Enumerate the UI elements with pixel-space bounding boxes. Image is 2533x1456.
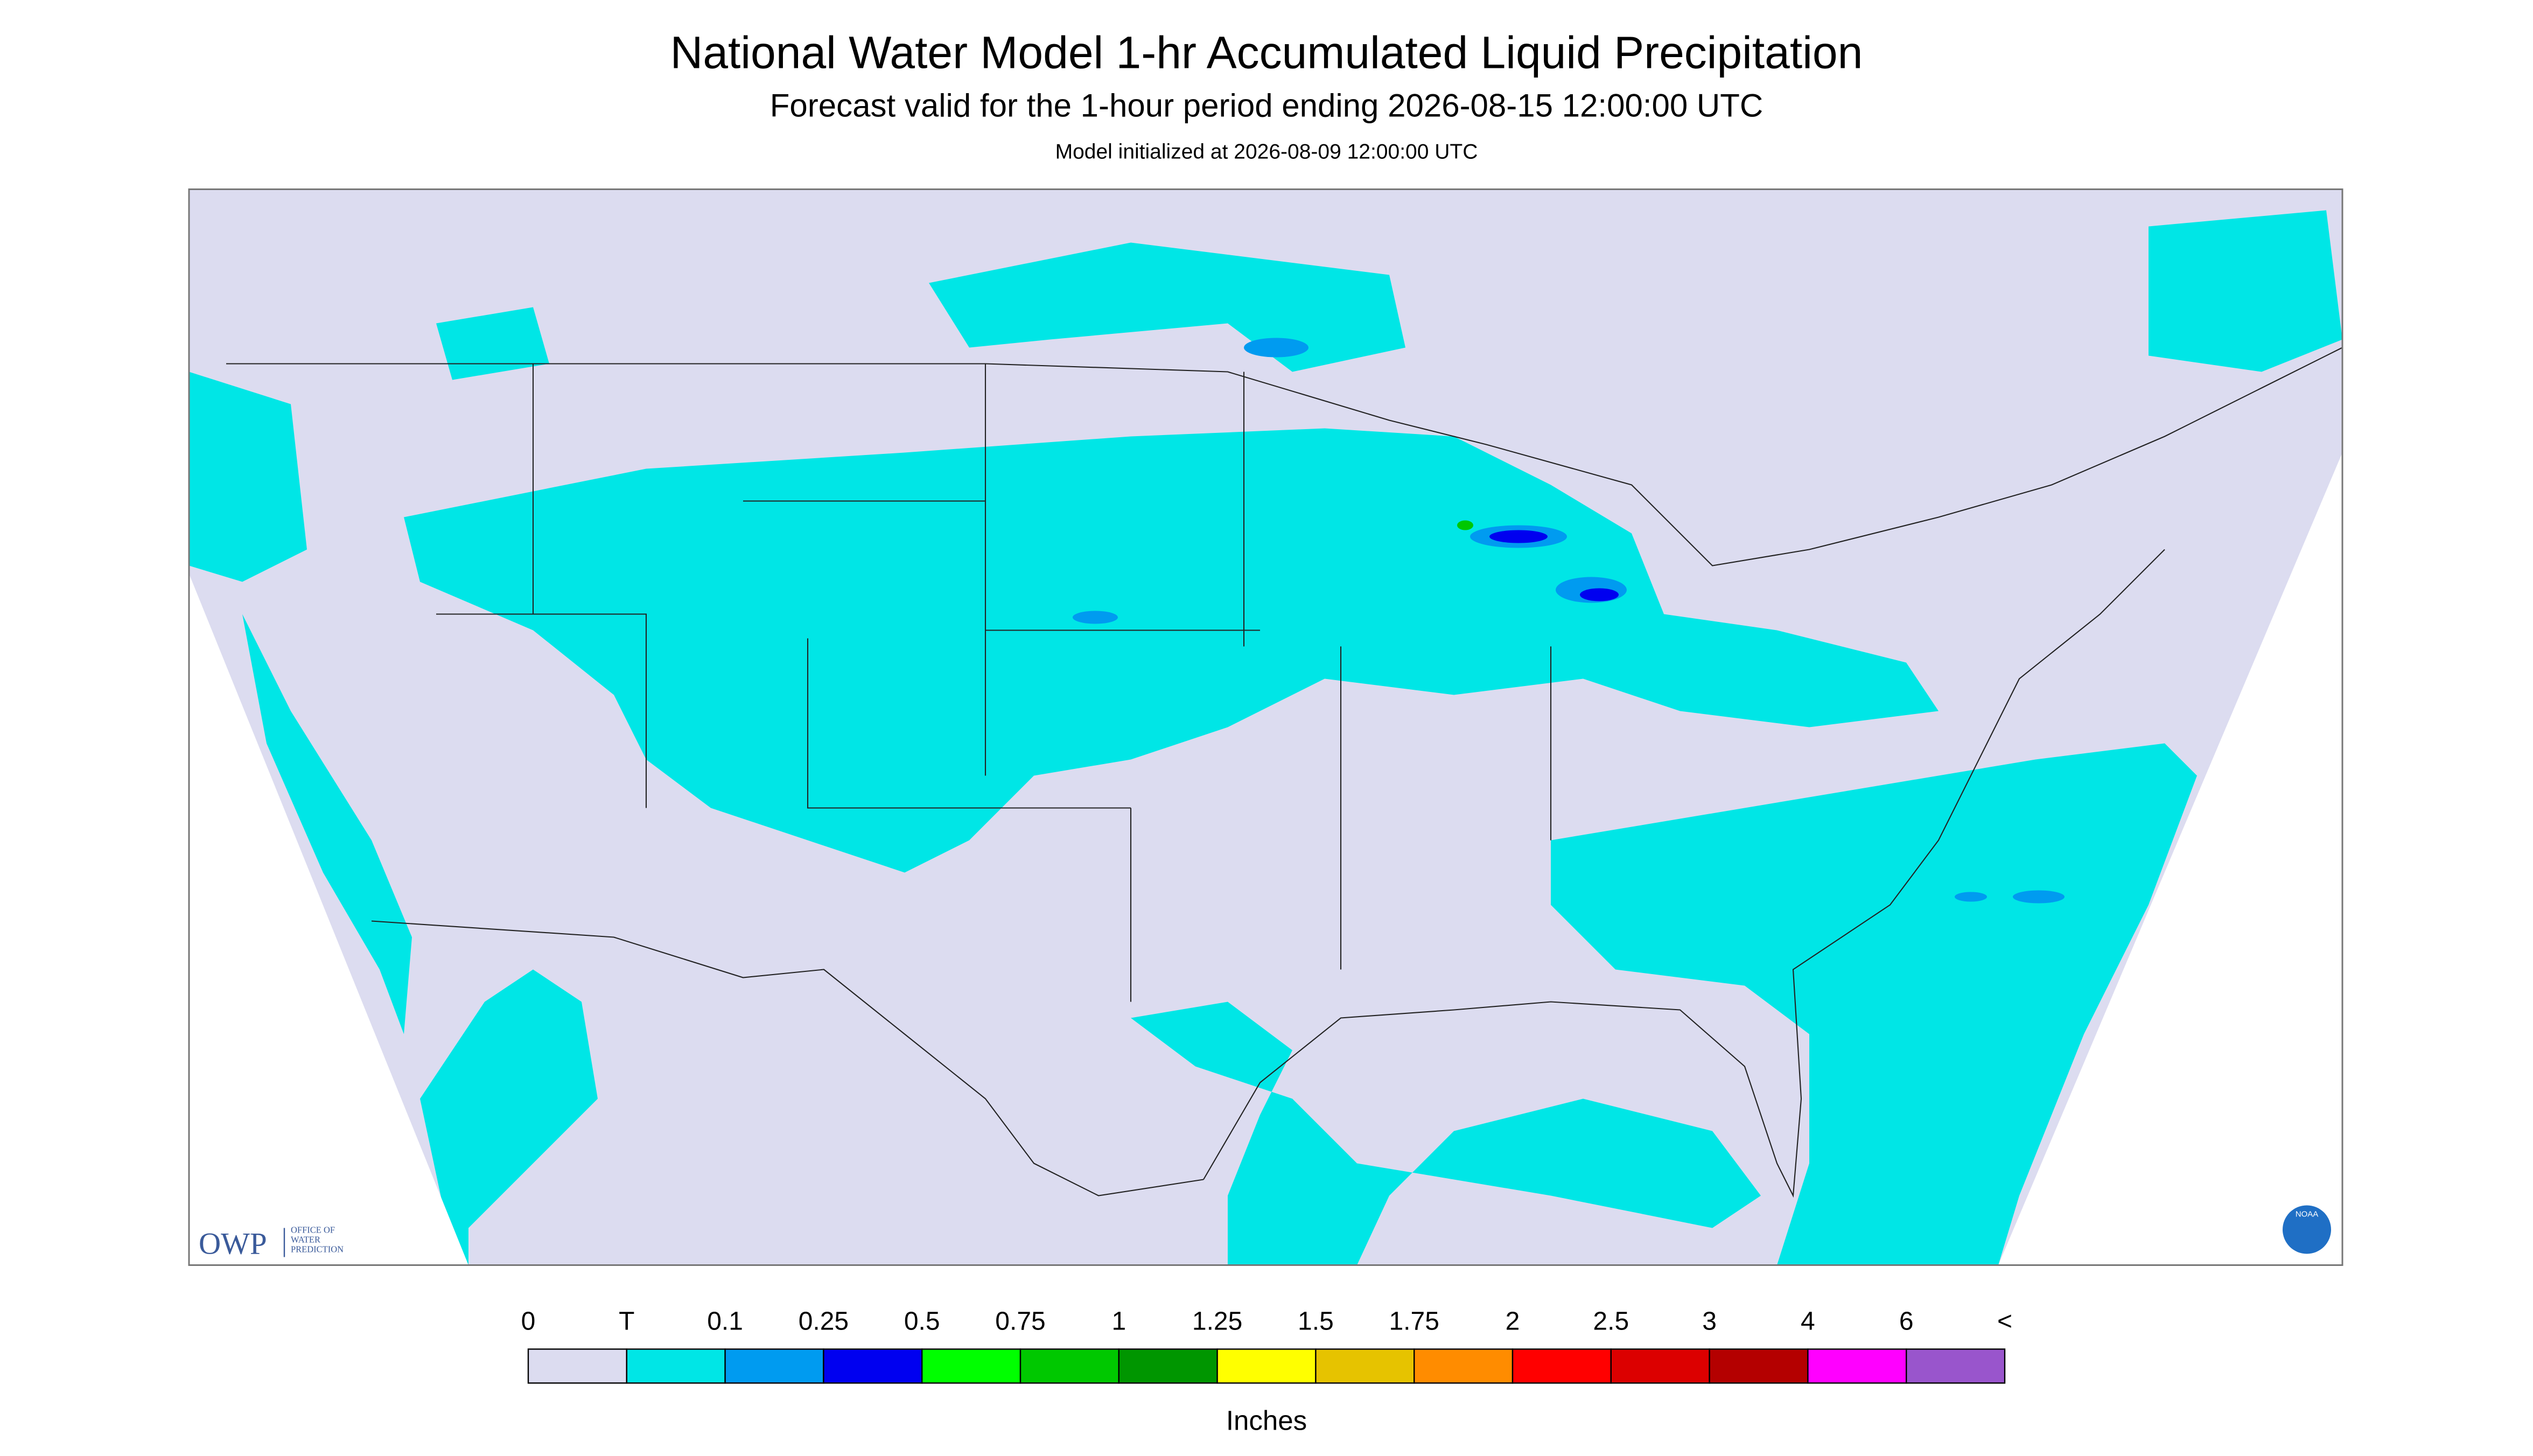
- colorbar-label: 0.75: [995, 1307, 1045, 1336]
- colorbar-swatch: [1807, 1348, 1907, 1384]
- rain-area: [1551, 743, 2197, 1265]
- rain-area: [420, 969, 598, 1265]
- owp-logo: OWP: [199, 1227, 267, 1261]
- country-border: [226, 347, 2343, 566]
- colorbar-swatch: [823, 1348, 923, 1384]
- colorbar-label: 0.5: [904, 1307, 940, 1336]
- heavier-precip: [1073, 338, 2065, 904]
- colorbar-swatch: [1512, 1348, 1612, 1384]
- rain-area: [1131, 1002, 1761, 1265]
- colorbar-label: T: [619, 1307, 634, 1336]
- rain-spot: [1073, 611, 1118, 624]
- colorbar-label: 2: [1506, 1307, 1520, 1336]
- rain-spot: [1244, 338, 1309, 358]
- colorbar-label: 4: [1801, 1307, 1815, 1336]
- colorbar-label: 1.75: [1389, 1307, 1439, 1336]
- colorbar-swatch: [527, 1348, 628, 1384]
- state-border: [436, 363, 1552, 1002]
- colorbar-swatch: [724, 1348, 824, 1384]
- country-border: [371, 920, 1204, 1196]
- title: National Water Model 1-hr Accumulated Li…: [670, 27, 1863, 78]
- outside-domain: [189, 573, 468, 1265]
- colorbar-label: 1: [1111, 1307, 1126, 1336]
- colorbar-swatch: [1019, 1348, 1120, 1384]
- rain-spot: [2013, 890, 2065, 904]
- colorbar-swatch: [626, 1348, 726, 1384]
- colorbar-label: 1.5: [1298, 1307, 1334, 1336]
- colorbar-label: 0: [521, 1307, 536, 1336]
- rain-spot: [1457, 520, 1473, 530]
- map-frame: [188, 188, 2343, 1266]
- subtitle: Forecast valid for the 1-hour period end…: [770, 88, 1763, 124]
- colorbar-label: 1.25: [1192, 1307, 1242, 1336]
- colorbar-swatch: [1709, 1348, 1809, 1384]
- colorbar-swatch: [1118, 1348, 1218, 1384]
- colorbar-label: 6: [1899, 1307, 1914, 1336]
- rain-spot: [1955, 892, 1987, 902]
- rain-spot: [1489, 530, 1548, 543]
- outside-domain: [1998, 452, 2342, 1265]
- owp-logo-line: OFFICE OF: [291, 1225, 335, 1235]
- colorbar-label: 3: [1702, 1307, 1717, 1336]
- colorbar-unit: Inches: [1226, 1405, 1307, 1436]
- colorbar: 0 T 0.1 0.25 0.5 0.75 1 1.25 1.5 1.75 2 2.5 3 4 6 <: [521, 1307, 2012, 1384]
- colorbar-label: 0.1: [707, 1307, 743, 1336]
- colorbar-swatch: [1414, 1348, 1514, 1384]
- colorbar-label: 2.5: [1593, 1307, 1629, 1336]
- rain-area: [436, 307, 549, 380]
- colorbar-swatch: [1216, 1348, 1317, 1384]
- owp-logo-line: WATER: [291, 1235, 320, 1245]
- coastline: [1203, 549, 2165, 1198]
- noaa-logo: [2283, 1205, 2331, 1254]
- owp-logo-line: PREDICTION: [291, 1244, 344, 1255]
- colorbar-swatch: [921, 1348, 1021, 1384]
- boundaries: [226, 347, 2343, 1198]
- colorbar-label: 0.25: [799, 1307, 849, 1336]
- colorbar-swatch: [1905, 1348, 2006, 1384]
- rain-area: [2149, 210, 2342, 372]
- rain-area: [189, 372, 307, 582]
- colorbar-label: <: [1997, 1307, 2012, 1336]
- rain-area: [242, 614, 412, 1034]
- colorbar-swatch: [1315, 1348, 1415, 1384]
- colorbar-swatch: [1610, 1348, 1710, 1384]
- rain-spot: [1580, 588, 1619, 601]
- noaa-logo-text: NOAA: [2296, 1210, 2319, 1219]
- init-note: Model initialized at 2026-08-09 12:00:00…: [1055, 141, 1478, 164]
